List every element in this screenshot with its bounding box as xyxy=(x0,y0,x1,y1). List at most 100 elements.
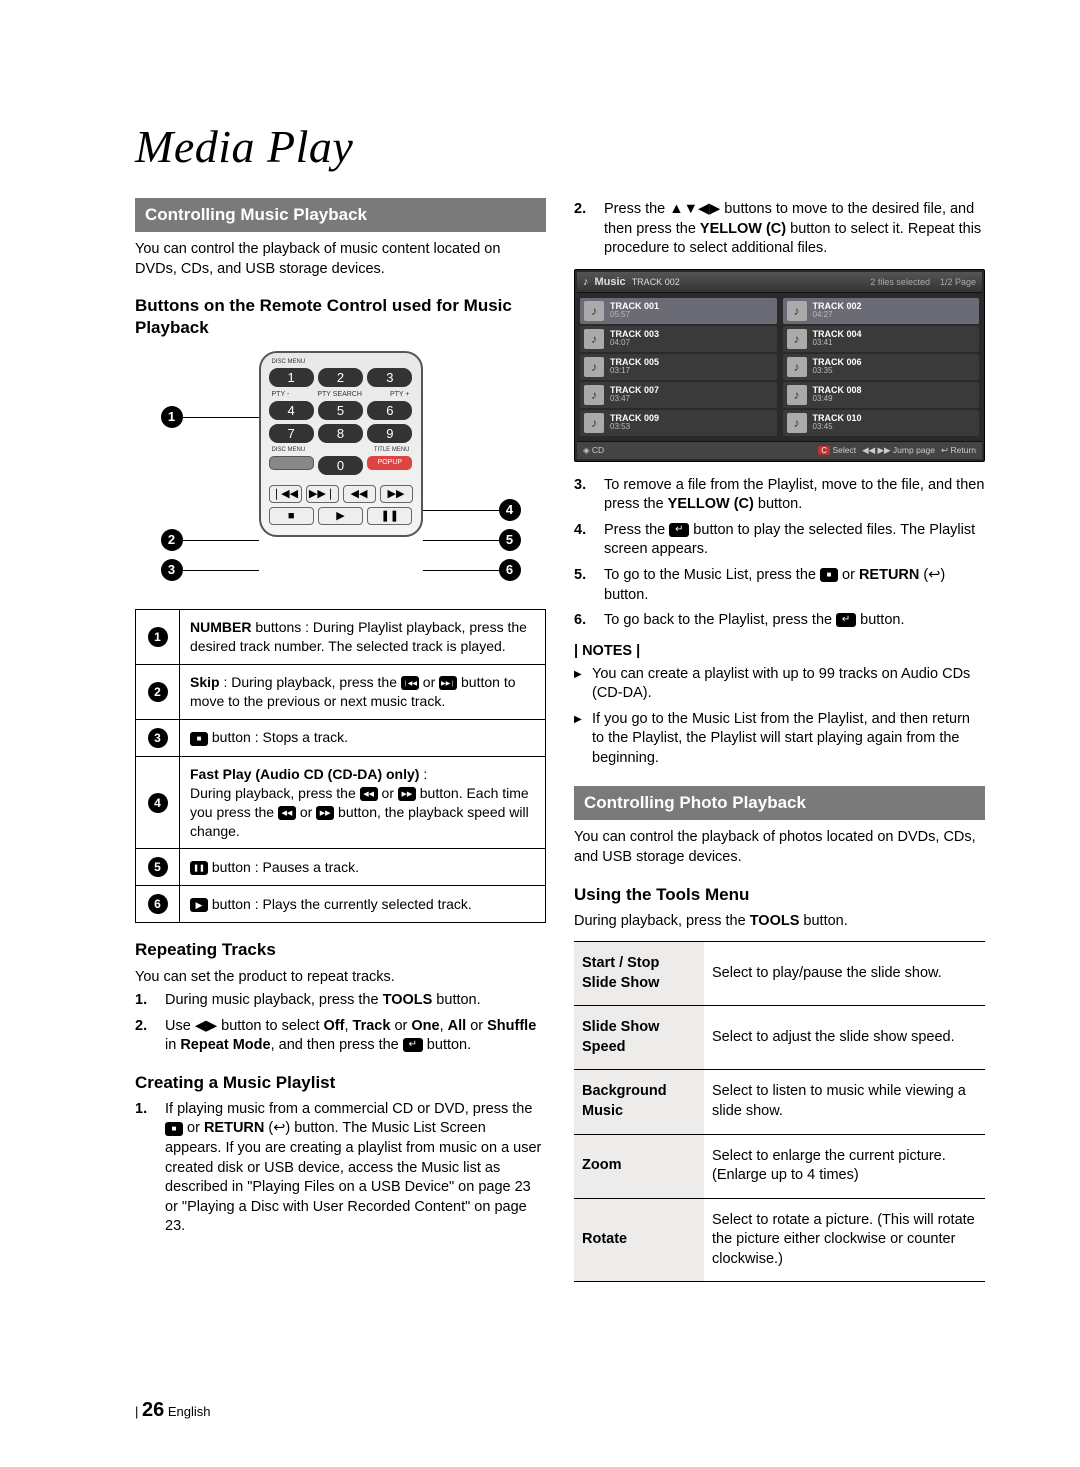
music-current: TRACK 002 xyxy=(632,277,680,287)
next-skip-btn[interactable]: ▶▶❘ xyxy=(306,485,339,503)
tools-key: Zoom xyxy=(574,1134,704,1198)
pause-btn[interactable]: ❚❚ xyxy=(367,507,412,525)
page-number: 26 xyxy=(142,1399,164,1421)
track-duration: 03:17 xyxy=(610,367,659,375)
desc-text: button : Pauses a track. xyxy=(180,849,546,886)
repeat-intro: You can set the product to repeat tracks… xyxy=(135,968,546,988)
lead-6 xyxy=(423,570,499,571)
tools-key: Rotate xyxy=(574,1198,704,1282)
track-item[interactable]: ♪ TRACK 007 03:47 xyxy=(580,382,777,408)
desc-callout: 5 xyxy=(148,857,168,877)
popup-btn[interactable]: POPUP xyxy=(367,456,412,470)
music-list-screenshot: ♪ Music TRACK 002 2 files selected 1/2 P… xyxy=(574,269,985,462)
intro-music: You can control the playback of music co… xyxy=(135,240,546,279)
tools-row: RotateSelect to rotate a picture. (This … xyxy=(574,1198,985,1282)
step-2-text: Press the ▲▼◀▶ buttons to move to the de… xyxy=(574,200,985,259)
desc-row: 4Fast Play (Audio CD (CD-DA) only) :Duri… xyxy=(136,756,546,849)
tools-value: Select to rotate a picture. (This will r… xyxy=(704,1198,985,1282)
track-duration: 03:49 xyxy=(813,395,862,403)
track-duration: 04:07 xyxy=(610,339,659,347)
playlist-steps-list: If playing music from a commercial CD or… xyxy=(135,1100,546,1237)
page-lang: English xyxy=(168,1404,211,1419)
desc-row: 6 button : Plays the currently selected … xyxy=(136,886,546,923)
track-item[interactable]: ♪ TRACK 001 05:57 xyxy=(580,298,777,324)
desc-text: button : Plays the currently selected tr… xyxy=(180,886,546,923)
prev-skip-btn[interactable]: ❘◀◀ xyxy=(269,485,302,503)
track-duration: 03:45 xyxy=(813,423,862,431)
pty-plus: PTY + xyxy=(390,391,410,398)
key-4[interactable]: 4 xyxy=(269,401,314,420)
key-7[interactable]: 7 xyxy=(269,424,314,443)
key-2[interactable]: 2 xyxy=(318,368,363,387)
chapter-title: Media Play xyxy=(135,120,985,173)
track-item[interactable]: ♪ TRACK 004 03:41 xyxy=(783,326,980,352)
subhead-tools: Using the Tools Menu xyxy=(574,884,985,906)
desc-row: 2Skip : During playback, press the or bu… xyxy=(136,665,546,720)
music-title: Music xyxy=(595,276,626,288)
notes-list: You can create a playlist with up to 99 … xyxy=(574,665,985,769)
two-column-layout: Controlling Music Playback You can contr… xyxy=(135,198,985,1282)
tools-row: Background MusicSelect to listen to musi… xyxy=(574,1070,985,1134)
subhead-playlist: Creating a Music Playlist xyxy=(135,1072,546,1094)
ffwd-btn[interactable]: ▶▶ xyxy=(380,485,413,503)
src-cd: CD xyxy=(592,445,604,455)
lead-4 xyxy=(423,510,499,511)
note-item: If you go to the Music List from the Pla… xyxy=(574,710,985,769)
stop-btn[interactable]: ■ xyxy=(269,507,314,525)
left-column: Controlling Music Playback You can contr… xyxy=(135,198,546,1282)
number-keypad: 1 2 3 xyxy=(269,368,413,387)
track-item[interactable]: ♪ TRACK 009 03:53 xyxy=(580,410,777,436)
music-note-icon: ♪ xyxy=(584,385,604,405)
button-description-table: 1NUMBER buttons : During Playlist playba… xyxy=(135,609,546,923)
track-item[interactable]: ♪ TRACK 008 03:49 xyxy=(783,382,980,408)
track-item[interactable]: ♪ TRACK 010 03:45 xyxy=(783,410,980,436)
desc-row: 1NUMBER buttons : During Playlist playba… xyxy=(136,610,546,665)
track-item[interactable]: ♪ TRACK 005 03:17 xyxy=(580,354,777,380)
select-hint: Select xyxy=(832,445,856,455)
tools-value: Select to enlarge the current picture. (… xyxy=(704,1134,985,1198)
title-label2: TITLE MENU xyxy=(374,447,410,453)
music-note-icon: ♪ xyxy=(584,301,604,321)
track-item[interactable]: ♪ TRACK 003 04:07 xyxy=(580,326,777,352)
desc-text: NUMBER buttons : During Playlist playbac… xyxy=(180,610,546,665)
desc-callout: 3 xyxy=(148,728,168,748)
desc-text: Skip : During playback, press the or but… xyxy=(180,665,546,720)
lead-1 xyxy=(183,417,259,418)
track-item[interactable]: ♪ TRACK 006 03:35 xyxy=(783,354,980,380)
tools-value: Select to listen to music while viewing … xyxy=(704,1070,985,1134)
key-0[interactable]: 0 xyxy=(318,456,363,475)
track-duration: 04:27 xyxy=(813,311,862,319)
desc-callout: 4 xyxy=(148,793,168,813)
track-duration: 03:53 xyxy=(610,423,659,431)
notes-label: | NOTES | xyxy=(574,643,985,659)
btn-a[interactable] xyxy=(269,456,314,470)
playlist-after-step: To go back to the Playlist, press the bu… xyxy=(574,611,985,631)
remote-body: DISC MENU 1 2 3 PTY - PTY SEARCH PTY + xyxy=(259,351,423,537)
callout-2: 2 xyxy=(161,529,183,551)
play-btn[interactable]: ▶ xyxy=(318,507,363,525)
key-1[interactable]: 1 xyxy=(269,368,314,387)
track-item[interactable]: ♪ TRACK 002 04:27 xyxy=(783,298,980,324)
tools-key: Slide Show Speed xyxy=(574,1006,704,1070)
tools-row: ZoomSelect to enlarge the current pictur… xyxy=(574,1134,985,1198)
rewind-btn[interactable]: ◀◀ xyxy=(343,485,376,503)
tools-intro: During playback, press the TOOLS button. xyxy=(574,912,985,932)
desc-row: 3 button : Stops a track. xyxy=(136,719,546,756)
page-indicator: 1/2 Page xyxy=(940,277,976,287)
right-column: Press the ▲▼◀▶ buttons to move to the de… xyxy=(574,198,985,1282)
music-note-icon: ♪ xyxy=(787,385,807,405)
track-duration: 03:35 xyxy=(813,367,862,375)
key-9[interactable]: 9 xyxy=(367,424,412,443)
callout-5: 5 xyxy=(499,529,521,551)
key-6[interactable]: 6 xyxy=(367,401,412,420)
key-5[interactable]: 5 xyxy=(318,401,363,420)
key-8[interactable]: 8 xyxy=(318,424,363,443)
callout-6: 6 xyxy=(499,559,521,581)
yellow-badge: C xyxy=(818,446,830,455)
music-note-icon: ♪ xyxy=(787,357,807,377)
tools-row: Start / Stop Slide ShowSelect to play/pa… xyxy=(574,942,985,1006)
key-3[interactable]: 3 xyxy=(367,368,412,387)
tools-value: Select to adjust the slide show speed. xyxy=(704,1006,985,1070)
repeat-step: Use ◀▶ button to select Off, Track or On… xyxy=(135,1017,546,1056)
lead-2 xyxy=(183,540,259,541)
